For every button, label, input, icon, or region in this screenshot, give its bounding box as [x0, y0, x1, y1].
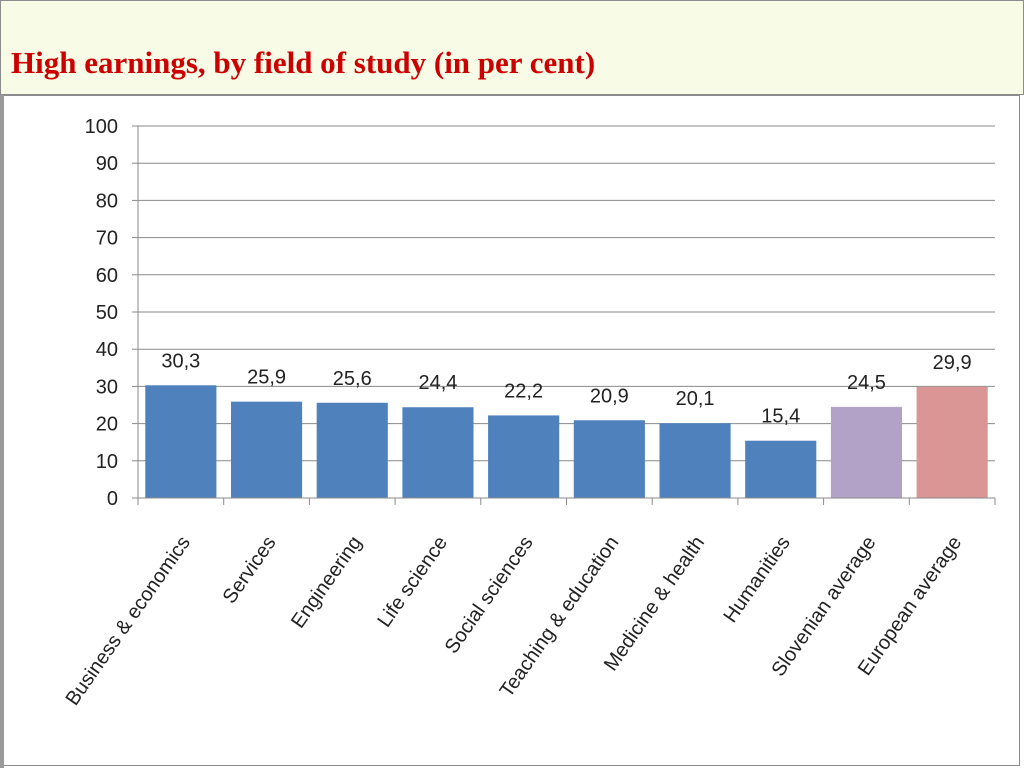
- x-category-label: Engineering: [287, 532, 366, 632]
- x-category-label: Services: [219, 532, 281, 607]
- data-label: 20,9: [590, 385, 629, 407]
- bar: [145, 385, 217, 498]
- y-tick-label: 10: [96, 451, 118, 473]
- y-tick-label: 70: [96, 228, 118, 250]
- x-category-label: Business & economics: [62, 532, 195, 709]
- page-title: High earnings, by field of study (in per…: [11, 45, 596, 80]
- data-label: 15,4: [761, 406, 800, 428]
- data-label: 20,1: [676, 388, 715, 410]
- bar: [659, 423, 731, 498]
- bar: [573, 420, 645, 498]
- y-tick-label: 100: [85, 116, 118, 138]
- bar: [830, 406, 903, 498]
- bar: [402, 407, 474, 498]
- y-tick-label: 0: [107, 488, 118, 510]
- bar: [916, 386, 988, 498]
- x-axis: Business & economics Services Engineering L…: [62, 497, 996, 710]
- data-label: 22,2: [504, 380, 543, 402]
- y-tick-label: 50: [96, 302, 118, 324]
- y-tick-label: 90: [96, 153, 118, 175]
- y-tick-label: 60: [96, 265, 118, 287]
- data-label: 24,4: [418, 372, 457, 394]
- y-tick-label: 30: [96, 376, 118, 398]
- left-edge-border: [0, 95, 4, 768]
- x-category-label: Humanities: [719, 532, 794, 627]
- bar: [230, 401, 303, 498]
- x-category-label: Social sciences: [441, 532, 538, 658]
- bars: 30,3 25,9 25,6 24,4 22,2 20,9 20,1 15,4 24,5 29,9: [145, 350, 988, 498]
- y-tick-label: 20: [96, 414, 118, 436]
- y-tick-label: 40: [96, 339, 118, 361]
- bar: [488, 415, 560, 498]
- bar: [316, 402, 388, 498]
- data-label: 24,5: [847, 372, 886, 394]
- bar: [745, 440, 817, 498]
- data-label: 30,3: [161, 350, 200, 372]
- title-bar: High earnings, by field of study (in per…: [0, 0, 1024, 95]
- data-label: 25,9: [247, 367, 286, 389]
- y-axis: 0 10 20 30 40 50 60 70 80 90 100: [85, 116, 139, 510]
- data-label: 25,6: [333, 368, 372, 390]
- x-category-label: Life science: [373, 532, 452, 631]
- data-label: 29,9: [933, 352, 972, 374]
- y-tick-label: 80: [96, 190, 118, 212]
